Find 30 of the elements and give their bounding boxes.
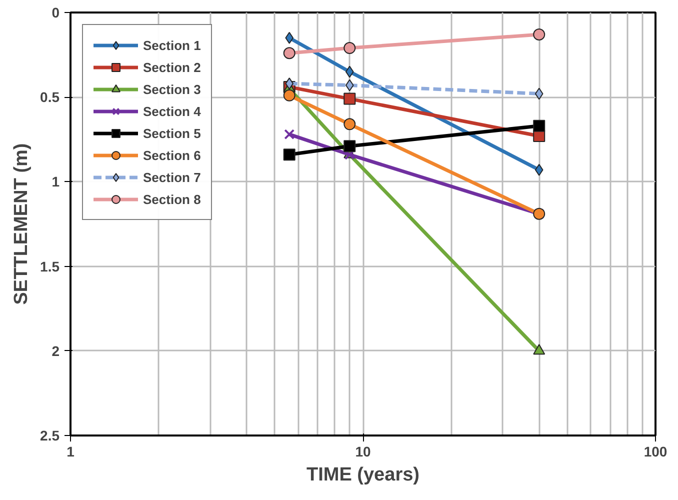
y-tick-label: 0	[52, 4, 60, 20]
y-tick-label: 0.5	[40, 89, 60, 106]
point	[533, 28, 546, 40]
point	[534, 164, 544, 176]
point	[533, 120, 546, 132]
y-axis-title: SETTLEMENT (m)	[11, 143, 32, 305]
y-tick-label: 1	[52, 174, 60, 190]
legend-label: Section 7	[143, 170, 201, 184]
x-tick-label: 10	[355, 444, 371, 460]
x-tick-label: 100	[644, 444, 668, 460]
point	[534, 88, 544, 100]
point	[284, 129, 295, 140]
legend-label: Section 4	[143, 104, 201, 118]
legend-label: Section 6	[143, 148, 201, 162]
x-axis-title: TIME (years)	[306, 464, 420, 486]
legend-label: Section 3	[143, 82, 201, 96]
legend-label: Section 1	[143, 38, 201, 52]
point	[285, 32, 294, 44]
point	[533, 344, 546, 355]
y-tick-label: 2	[52, 342, 60, 359]
point	[283, 47, 296, 60]
point	[283, 148, 296, 161]
y-tick-label: 1.5	[40, 258, 60, 274]
legend-label: Section 8	[143, 192, 201, 206]
legend-label: Section 5	[143, 126, 201, 140]
legend-label: Section 2	[143, 60, 201, 74]
point	[283, 89, 296, 102]
x-tick-label: 1	[66, 444, 75, 460]
y-tick-label: 2.5	[40, 428, 60, 444]
point	[285, 78, 294, 90]
